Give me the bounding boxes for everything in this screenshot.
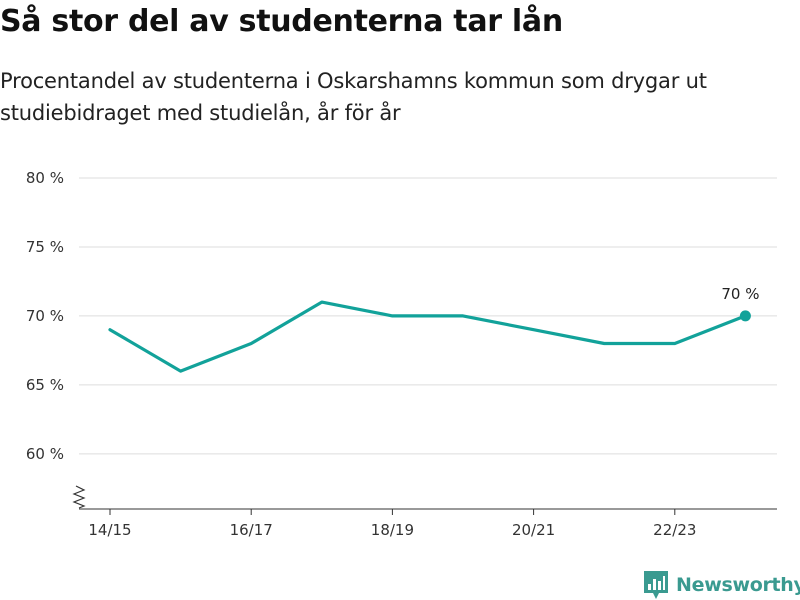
y-tick-label: 70 % <box>26 307 64 325</box>
newsworthy-logo-icon <box>644 571 668 599</box>
y-tick-label: 65 % <box>26 376 64 394</box>
data-labels: 70 % <box>721 285 759 303</box>
gridlines <box>79 177 777 455</box>
y-tick-label: 80 % <box>26 169 64 187</box>
x-tick-label: 22/23 <box>653 521 696 539</box>
chart-subtitle: Procentandel av studenterna i Oskarshamn… <box>0 69 707 125</box>
last-point-label: 70 % <box>721 285 759 303</box>
series-layer <box>108 300 751 373</box>
y-tick-label: 75 % <box>26 238 64 256</box>
x-tick-label: 16/17 <box>230 521 273 539</box>
y-axis-tick-labels: 60 % 65 % 70 % 75 % 80 % <box>26 169 64 463</box>
series-line <box>108 300 748 373</box>
x-tick-label: 18/19 <box>371 521 414 539</box>
chart-title: Så stor del av studenterna tar lån <box>0 4 563 39</box>
brand-name: Newsworthy <box>676 574 800 596</box>
x-tick-label: 20/21 <box>512 521 555 539</box>
brand-logo: Newsworthy <box>644 570 800 600</box>
last-point-marker <box>739 310 751 322</box>
axis-break-icon <box>72 485 86 509</box>
x-axis-tick-labels: 14/15 16/17 18/19 20/21 22/23 <box>88 521 696 539</box>
axes <box>72 485 777 515</box>
y-tick-label: 60 % <box>26 445 64 463</box>
x-tick-label: 14/15 <box>88 521 131 539</box>
